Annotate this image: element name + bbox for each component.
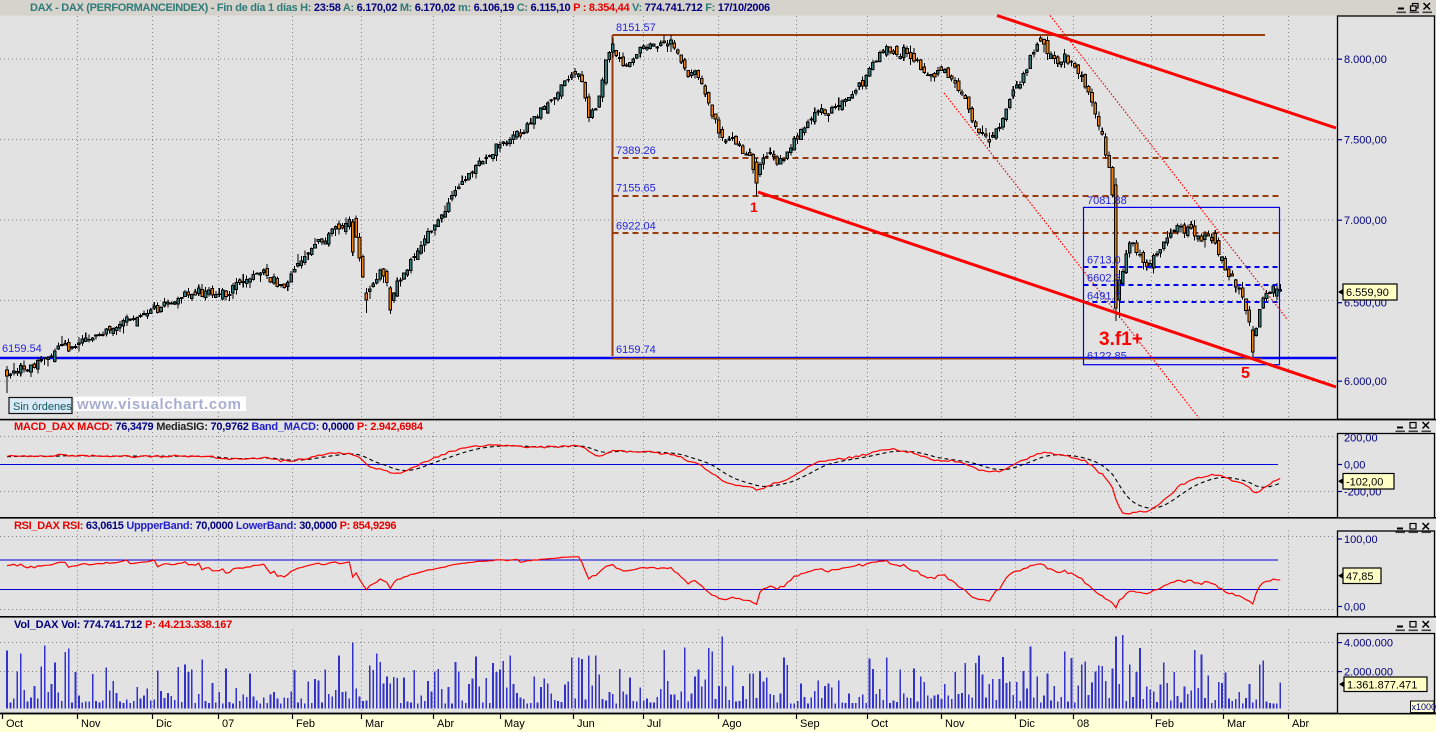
svg-text:Jun: Jun [577,718,595,730]
svg-text:Dic: Dic [156,718,172,730]
svg-text:Nov: Nov [945,718,965,730]
svg-text:07: 07 [222,718,234,730]
svg-text:7155.65: 7155.65 [616,183,656,195]
svg-text:Oct: Oct [871,718,888,730]
svg-text:Mar: Mar [365,718,384,730]
svg-text:Vol_DAX Vol: 774.741.712 P:: Vol_DAX Vol: 774.741.712 P: 44.213.338.1… [14,619,232,631]
svg-text:Nov: Nov [81,718,101,730]
svg-text:6.000,00: 6.000,00 [1344,376,1387,388]
svg-text:6922.04: 6922.04 [616,221,656,233]
svg-text:Jul: Jul [647,718,661,730]
svg-text:1.361.877.471: 1.361.877.471 [1347,679,1417,691]
svg-text:Mar: Mar [1227,718,1246,730]
svg-text:200,00: 200,00 [1344,433,1378,445]
svg-text:0,00: 0,00 [1344,460,1365,472]
svg-text:100,00: 100,00 [1344,534,1378,546]
svg-text:5: 5 [1241,365,1250,382]
svg-text:3.f1+: 3.f1+ [1099,329,1143,350]
svg-text:Abr: Abr [1292,718,1309,730]
svg-text:7.500,00: 7.500,00 [1344,135,1387,147]
svg-text:Dic: Dic [1019,718,1035,730]
svg-text:www.visualchart.com: www.visualchart.com [76,396,241,413]
svg-text:0,00: 0,00 [1344,602,1365,614]
svg-text:Feb: Feb [296,718,315,730]
svg-text:7.000,00: 7.000,00 [1344,215,1387,227]
svg-text:Feb: Feb [1155,718,1174,730]
svg-text:6491.7: 6491.7 [1087,291,1121,303]
svg-text:47,85: 47,85 [1346,571,1374,583]
svg-text:4.000.000: 4.000.000 [1344,638,1393,650]
svg-text:Abr: Abr [437,718,454,730]
svg-text:6159.74: 6159.74 [616,344,656,356]
svg-text:8151.57: 8151.57 [616,22,656,34]
svg-text:Oct: Oct [6,718,23,730]
svg-text:7081.88: 7081.88 [1087,195,1127,207]
svg-text:2.000.000: 2.000.000 [1344,667,1393,679]
svg-text:08: 08 [1077,718,1089,730]
svg-text:DAX - DAX (PERFORMANCEINDEX) -: DAX - DAX (PERFORMANCEINDEX) - Fin de dí… [30,2,770,14]
svg-text:MACD_DAX MACD: 76,3479 Media: MACD_DAX MACD: 76,3479 MediaSIG: 70,9762… [14,421,424,433]
svg-text:Sep: Sep [800,718,820,730]
svg-text:-102,00: -102,00 [1346,476,1383,488]
svg-text:6.559,90: 6.559,90 [1346,287,1389,299]
svg-text:x1000: x1000 [1412,702,1436,712]
svg-text:6122.85: 6122.85 [1087,351,1127,363]
svg-text:Sin órdenes: Sin órdenes [13,401,72,413]
svg-text:6159.54: 6159.54 [2,343,42,355]
svg-text:Ago: Ago [722,718,742,730]
svg-text:8.000,00: 8.000,00 [1344,54,1387,66]
svg-text:6.500,00: 6.500,00 [1344,298,1387,310]
svg-text:RSI_DAX RSI: 63,0615 UppperB: RSI_DAX RSI: 63,0615 UppperBand: 70,0000… [14,520,396,532]
svg-text:7389.26: 7389.26 [616,145,656,157]
svg-text:6602.3: 6602.3 [1087,273,1121,285]
svg-text:1: 1 [750,199,758,215]
svg-text:6713.0: 6713.0 [1087,255,1121,267]
svg-text:May: May [504,718,525,730]
